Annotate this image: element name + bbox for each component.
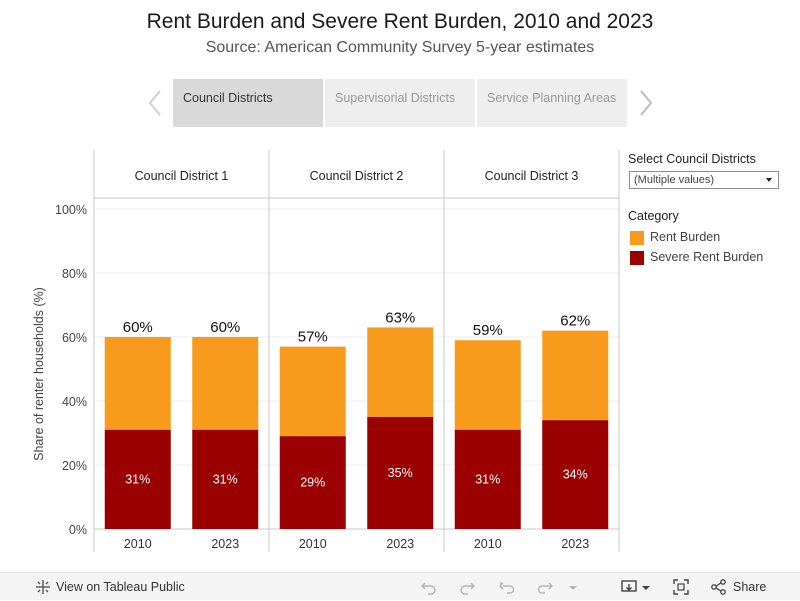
- prev-arrow-icon[interactable]: [145, 88, 165, 118]
- legend-label: Severe Rent Burden: [650, 250, 764, 264]
- next-arrow-icon[interactable]: [636, 88, 656, 118]
- x-tick-label: 2010: [474, 537, 502, 551]
- severe-label: 31%: [475, 472, 500, 486]
- y-tick-label: 20%: [62, 459, 87, 473]
- tab-supervisorial-districts[interactable]: Supervisorial Districts: [325, 79, 475, 127]
- x-tick-label: 2010: [299, 537, 327, 551]
- pause-dropdown-icon[interactable]: [564, 578, 582, 596]
- chart-subtitle: Source: American Community Survey 5-year…: [205, 39, 595, 56]
- x-tick-label: 2010: [124, 537, 152, 551]
- y-tick-label: 0%: [69, 523, 87, 537]
- group-header: Council District 3: [485, 169, 579, 183]
- y-tick-label: 40%: [62, 395, 87, 409]
- y-axis-label: Share of renter households (%): [32, 287, 46, 461]
- group-header: Council District 1: [135, 169, 229, 183]
- bar-rent-burden: [542, 330, 609, 421]
- total-label: 60%: [210, 319, 240, 336]
- bar-rent-burden: [367, 327, 434, 417]
- x-tick-label: 2023: [386, 537, 414, 551]
- x-tick-label: 2023: [561, 537, 589, 551]
- total-label: 63%: [385, 309, 415, 326]
- redo-icon[interactable]: [458, 578, 476, 596]
- x-tick-label: 2023: [211, 537, 239, 551]
- bar-severe-rent-burden: [542, 420, 609, 529]
- share-icon[interactable]: [710, 578, 728, 596]
- tab-service-planning-areas[interactable]: Service Planning Areas: [477, 79, 627, 127]
- bar-severe-rent-burden: [104, 429, 171, 529]
- tableau-logo-icon: [34, 578, 52, 596]
- bar-severe-rent-burden: [279, 436, 346, 529]
- legend-swatch-severe-rent-burden: [630, 251, 644, 265]
- total-label: 60%: [123, 319, 153, 336]
- bar-rent-burden: [192, 337, 259, 430]
- severe-label: 31%: [125, 472, 150, 486]
- dropdown-caret-icon: [766, 178, 772, 182]
- severe-label: 35%: [388, 466, 413, 480]
- legend-item-severe-rent-burden[interactable]: Severe Rent Burden: [630, 250, 763, 266]
- filter-title: Select Council Districts: [628, 152, 756, 166]
- share-button[interactable]: Share: [733, 580, 767, 594]
- council-district-filter[interactable]: (Multiple values): [629, 171, 779, 189]
- bar-severe-rent-burden: [192, 429, 259, 529]
- bar-rent-burden: [104, 337, 171, 430]
- y-tick-label: 80%: [62, 267, 87, 281]
- group-header: Council District 2: [310, 169, 404, 183]
- total-label: 59%: [473, 322, 503, 339]
- total-label: 62%: [560, 313, 590, 330]
- chart-title: Rent Burden and Severe Rent Burden, 2010…: [146, 10, 654, 33]
- severe-label: 29%: [300, 476, 325, 490]
- severe-label: 34%: [563, 468, 588, 482]
- bar-severe-rent-burden: [367, 417, 434, 529]
- download-icon[interactable]: [620, 578, 638, 596]
- legend-title: Category: [628, 209, 679, 223]
- filter-value: (Multiple values): [634, 174, 715, 186]
- revert-icon[interactable]: [498, 578, 516, 596]
- fullscreen-icon[interactable]: [672, 578, 690, 596]
- view-on-tableau-link[interactable]: View on Tableau Public: [56, 580, 185, 594]
- legend-label: Rent Burden: [650, 230, 721, 244]
- refresh-icon[interactable]: [536, 578, 554, 596]
- tableau-footer: View on Tableau Public: [0, 572, 800, 600]
- bar-rent-burden: [454, 340, 521, 430]
- bar-severe-rent-burden: [454, 429, 521, 529]
- legend-item-rent-burden[interactable]: Rent Burden: [630, 230, 720, 246]
- total-label: 57%: [298, 329, 328, 346]
- y-tick-label: 100%: [55, 203, 87, 217]
- undo-icon[interactable]: [420, 578, 438, 596]
- bar-rent-burden: [279, 346, 346, 437]
- severe-label: 31%: [213, 472, 238, 486]
- legend-swatch-rent-burden: [630, 231, 644, 245]
- stacked-bar-chart: 0% 20% 40% 60% 80% 100% Share of renter househ…: [32, 150, 620, 552]
- y-tick-label: 60%: [62, 331, 87, 345]
- download-dropdown-icon[interactable]: [637, 578, 655, 596]
- tab-council-districts[interactable]: Council Districts: [173, 79, 323, 127]
